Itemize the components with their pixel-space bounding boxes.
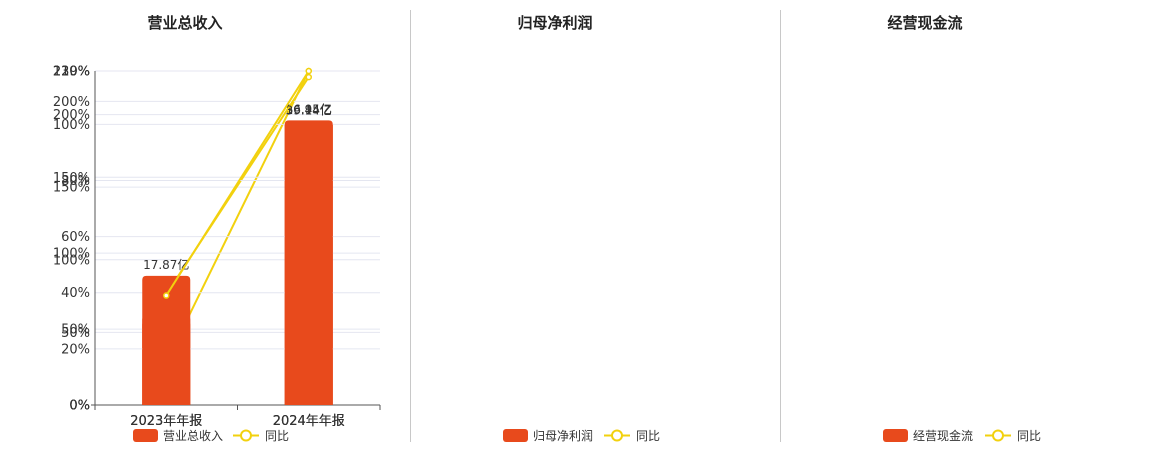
x-tick-label: 2023年年报: [130, 414, 202, 429]
legend-line-marker: [992, 429, 1004, 442]
y-tick-label: 50%: [61, 323, 90, 338]
legend-bar-label: 经营现金流: [913, 428, 973, 443]
legend-bar-swatch: [503, 429, 528, 442]
bar: [142, 275, 191, 405]
y-tick-label: 200%: [53, 95, 90, 110]
y-tick-label: 60%: [61, 230, 90, 245]
chart-panel-cash-flow: 经营现金流 0% 20% 40% 60% 80% 100% 119% 17.87亿 39.14亿…: [53, 0, 1110, 450]
panel-divider: [780, 10, 781, 442]
x-tick-label: 2024年年报: [273, 414, 345, 429]
bar-value-label: 86.95亿: [286, 101, 332, 116]
legend-line-marker: [611, 429, 623, 442]
y-tick-label: 230%: [53, 65, 90, 80]
chart-title: 营业总收入: [147, 14, 223, 32]
bar-value-label: 39.14亿: [286, 103, 332, 118]
legend-bar-label: 营业总收入: [163, 429, 223, 443]
y-tick-label: 0%: [69, 399, 90, 414]
chart-title: 归母净利润: [517, 14, 593, 32]
legend-line-marker: [240, 429, 252, 442]
y-tick-label: 40%: [61, 286, 90, 301]
y-tick-label: 80%: [61, 174, 90, 189]
y-tick-label: 50%: [61, 326, 90, 341]
legend-line-label: 同比: [265, 429, 289, 443]
y-tick-label: 150%: [53, 171, 90, 186]
yoy-point: [163, 292, 170, 299]
legend-line-label: 同比: [1017, 429, 1041, 443]
y-tick-label: 150%: [53, 181, 90, 196]
y-tick-label: 100%: [53, 247, 90, 262]
y-tick-label: 119%: [53, 65, 90, 80]
yoy-point: [305, 73, 312, 81]
legend-bar-swatch: [883, 429, 908, 442]
x-tick-label: 2023年年报: [130, 414, 202, 429]
y-tick-label: 220%: [53, 65, 90, 80]
cash-flow-chart: 0% 20% 40% 60% 80% 100% 119% 17.87亿 39.14亿 2023年年…: [53, 65, 1041, 444]
bar-value-label: 17.87亿: [143, 257, 189, 272]
y-tick-label: 100%: [53, 253, 90, 268]
net-profit-chart: 0%50%100%150%200%220%5.21亿16.44亿2023年年报2…: [53, 65, 660, 444]
chart-title: 经营现金流: [887, 14, 963, 32]
y-tick-label: 0%: [69, 399, 90, 414]
x-tick-label: 2024年年报: [273, 414, 345, 429]
y-tick-label: 0%: [69, 399, 90, 414]
yoy-point: [305, 67, 312, 75]
yoy-line: [165, 70, 310, 297]
bar: [284, 121, 333, 406]
legend-bar-label: 归母净利润: [533, 429, 593, 443]
bar-value-label: 16.44亿: [286, 102, 332, 117]
y-tick-label: 20%: [61, 342, 90, 357]
chart-panel-net-profit: 归母净利润 0%50%100%150%200%220%5.21亿16.44亿20…: [53, 0, 740, 450]
y-tick-label: 100%: [53, 118, 90, 133]
x-tick-label: 2023年年报: [130, 414, 202, 429]
x-tick-label: 2024年年报: [273, 414, 345, 429]
panel-divider: [410, 10, 411, 442]
y-tick-label: 200%: [53, 108, 90, 123]
legend-bar-swatch: [133, 429, 158, 442]
legend-line-label: 同比: [636, 429, 660, 443]
